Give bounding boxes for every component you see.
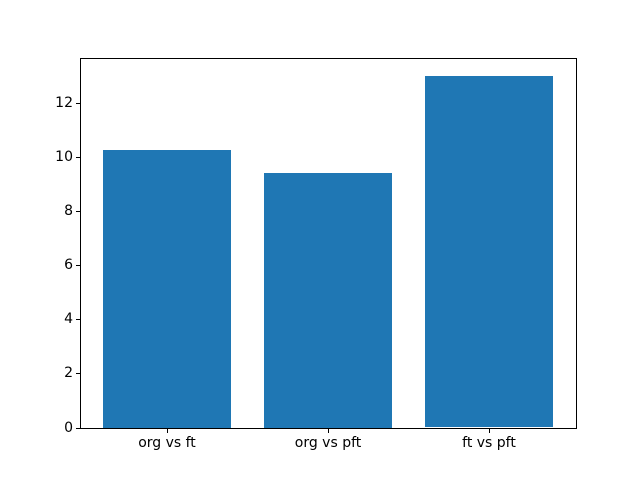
axis-spine-left [80, 58, 81, 429]
y-tick-mark [76, 157, 80, 158]
x-tick-mark [489, 429, 490, 433]
y-tick-label: 6 [64, 257, 73, 273]
axis-spine-bottom [80, 428, 577, 429]
bar-org-vs-pft [263, 173, 393, 428]
y-tick-mark [76, 428, 80, 429]
y-tick-label: 10 [55, 149, 73, 165]
axis-spine-top [80, 58, 577, 59]
bar-ft-vs-pft [424, 75, 554, 428]
x-tick-mark [328, 429, 329, 433]
x-tick-mark [167, 429, 168, 433]
y-tick-label: 4 [64, 311, 73, 327]
x-tick-label: org vs ft [138, 435, 196, 451]
y-tick-label: 0 [64, 420, 73, 436]
y-tick-mark [76, 103, 80, 104]
y-tick-label: 2 [64, 365, 73, 381]
axis-spine-right [576, 58, 577, 429]
y-tick-label: 8 [64, 203, 73, 219]
y-tick-mark [76, 319, 80, 320]
bar-org-vs-ft [102, 150, 232, 428]
x-tick-label: ft vs pft [462, 435, 516, 451]
x-tick-label: org vs pft [294, 435, 362, 451]
y-tick-mark [76, 265, 80, 266]
y-tick-mark [76, 211, 80, 212]
y-tick-mark [76, 373, 80, 374]
y-tick-label: 12 [55, 95, 73, 111]
